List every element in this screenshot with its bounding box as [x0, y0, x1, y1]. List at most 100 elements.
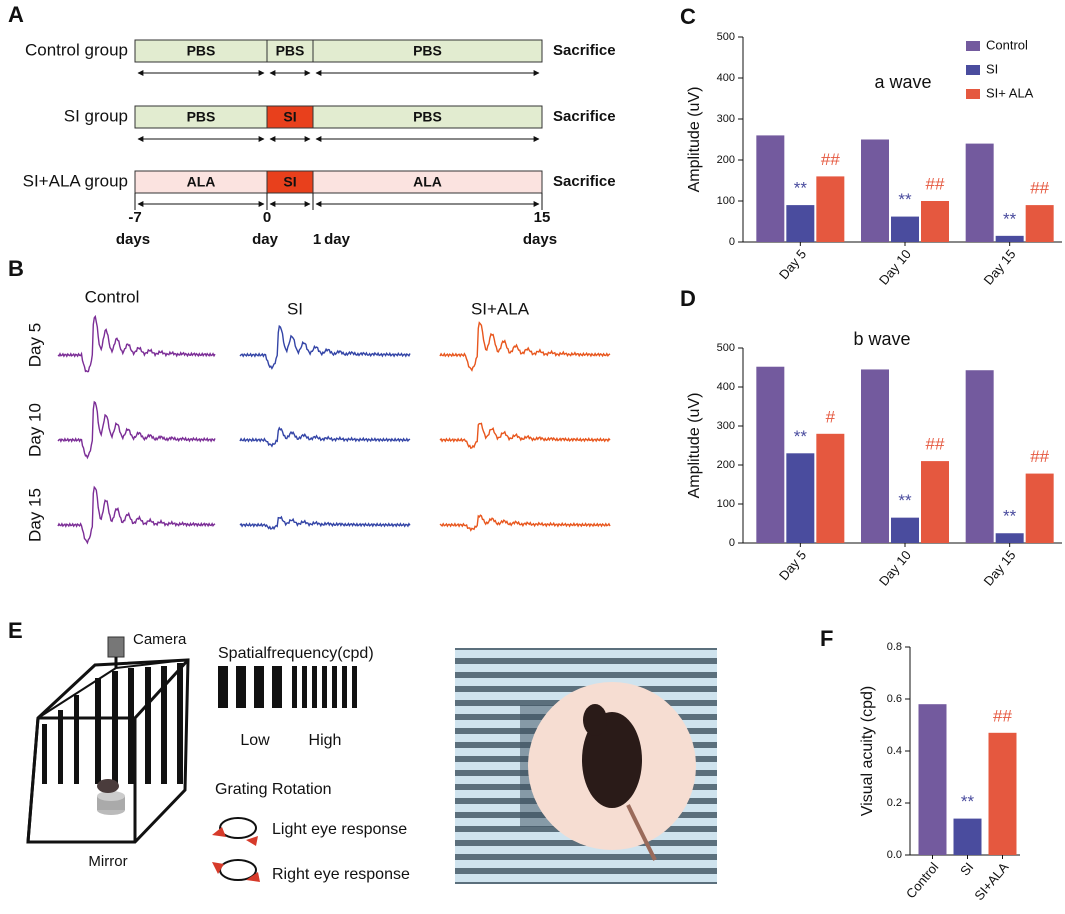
column-title: SI+ALA [471, 299, 530, 318]
segment-label: PBS [276, 43, 305, 59]
panel-label: D [680, 286, 696, 311]
x-tick-label: Day 5 [776, 547, 809, 583]
y-tick-label: 0 [729, 537, 735, 549]
y-tick-label: 0.0 [887, 849, 902, 861]
cage-bars [42, 663, 183, 784]
erg-trace [57, 400, 216, 460]
rotation-icons [212, 817, 260, 882]
segment-label: PBS [413, 109, 442, 125]
legend-label: Control [986, 37, 1028, 52]
significance-label: # [826, 407, 836, 426]
row-label: Day 10 [25, 403, 44, 457]
x-tick-label: Day 5 [776, 246, 809, 282]
end-label: Sacrifice [553, 108, 616, 125]
bar [953, 818, 982, 855]
y-tick-label: 400 [717, 72, 735, 84]
segment-label: SI [283, 174, 296, 190]
end-label: Sacrifice [553, 42, 616, 59]
significance-label: ** [794, 427, 808, 446]
y-tick-label: 0.2 [887, 797, 902, 809]
figure-text: Low [240, 732, 270, 749]
figure-text: Mirror [88, 853, 127, 870]
x-tick-label: Day 10 [876, 547, 914, 588]
bar [965, 370, 994, 543]
significance-label: ## [926, 174, 945, 193]
photo [455, 648, 717, 884]
y-tick-label: 300 [717, 420, 735, 432]
bar [786, 205, 815, 242]
bar [921, 201, 949, 242]
segment-label: PBS [413, 43, 442, 59]
legend-swatch [966, 41, 980, 51]
y-tick-label: 0.8 [887, 641, 902, 653]
y-tick-label: 400 [717, 381, 735, 393]
x-tick-label: Day 10 [876, 246, 914, 287]
day-number: -7 [128, 209, 141, 226]
significance-label: ** [1003, 209, 1017, 228]
legend-swatch [966, 65, 980, 75]
row-label: Day 5 [25, 323, 44, 367]
significance-label: ## [926, 435, 945, 454]
x-tick-label: Control [903, 859, 942, 901]
erg-trace [439, 514, 611, 532]
bar [995, 533, 1024, 543]
bar [918, 704, 947, 855]
bar [861, 369, 889, 543]
y-tick-label: 0 [729, 236, 735, 248]
panel-label: F [820, 626, 833, 651]
segment-label: ALA [413, 174, 442, 190]
x-tick-label: Day 15 [981, 547, 1019, 588]
erg-trace [57, 485, 216, 545]
legend-swatch [966, 89, 980, 99]
erg-trace [239, 324, 411, 370]
bar [891, 517, 919, 543]
erg-trace [239, 426, 411, 448]
y-tick-label: 500 [717, 31, 735, 43]
y-tick-label: 300 [717, 113, 735, 125]
significance-label: ## [821, 150, 840, 169]
bar [756, 135, 785, 242]
day-number: 15 [534, 209, 551, 226]
timeline-segment [312, 39, 543, 63]
significance-label: ** [898, 491, 912, 510]
group-label: SI+ALA group [23, 171, 128, 190]
end-label: Sacrifice [553, 173, 616, 190]
day-unit: day [252, 231, 279, 248]
bar [965, 143, 994, 242]
panel-label: B [8, 256, 24, 281]
figure-text: Right eye response [272, 866, 410, 883]
legend-label: SI+ ALA [986, 85, 1034, 100]
y-axis-label: Amplitude (uV) [686, 393, 703, 499]
bar [1025, 205, 1054, 242]
segment-label: SI [283, 109, 296, 125]
y-tick-label: 200 [717, 154, 735, 166]
bar [861, 139, 889, 242]
x-tick-label: Day 15 [981, 246, 1019, 287]
y-axis-label: Visual acuity (cpd) [859, 686, 876, 816]
panel-label: C [680, 4, 696, 29]
group-label: SI group [64, 106, 128, 125]
y-tick-label: 0.6 [887, 693, 902, 705]
legend-label: SI [986, 61, 998, 76]
timeline-segment [312, 105, 543, 129]
significance-label: ** [961, 792, 975, 811]
grating-high [292, 666, 357, 708]
y-axis-label: Amplitude (uV) [686, 87, 703, 193]
y-tick-label: 0.4 [887, 745, 902, 757]
bar [1025, 473, 1054, 543]
grating-low [218, 666, 282, 708]
column-title: Control [85, 287, 140, 306]
segment-label: ALA [187, 174, 216, 190]
day-unit: day [324, 231, 351, 248]
significance-label: ## [1030, 447, 1049, 466]
group-label: Control group [25, 40, 128, 59]
y-tick-label: 100 [717, 498, 735, 510]
bar [988, 732, 1017, 855]
day-number: 0 [263, 209, 271, 226]
erg-trace [439, 422, 611, 449]
platform [97, 779, 125, 815]
bar [756, 366, 785, 543]
x-tick-label: SI [957, 859, 976, 878]
figure-text: Camera [133, 631, 187, 648]
